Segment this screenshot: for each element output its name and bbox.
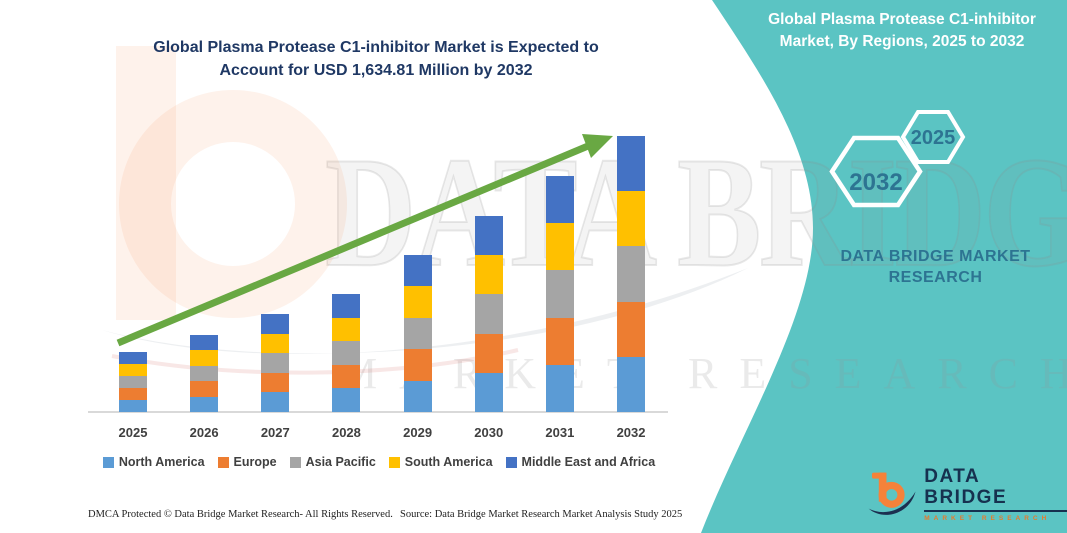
segment-asia-pacific-2027 [261, 353, 290, 373]
teal-panel-shape [701, 0, 1067, 533]
segment-middle-east-and-africa-2029 [403, 255, 432, 287]
company-logo-title: DATA BRIDGE [924, 466, 1067, 512]
panel-heading-line2: Market, By Regions, 2025 to 2032 [779, 33, 1025, 50]
segment-south-america-2028 [332, 317, 361, 342]
watermark-subtext: MARKET RESEARCH [338, 349, 1067, 398]
year-hexagons: 2025 2032 [829, 110, 966, 208]
segment-middle-east-and-africa-2027 [261, 314, 290, 334]
panel-brand-line1: DATA BRIDGE MARKET [840, 248, 1031, 265]
segment-north-america-2032 [617, 356, 646, 412]
x-label-2030: 2030 [474, 425, 504, 440]
x-label-2029: 2029 [403, 425, 433, 440]
panel-heading: Global Plasma Protease C1-inhibitor Mark… [747, 9, 1057, 53]
segment-north-america-2030 [474, 372, 503, 412]
chart-legend: North America Europe Asia Pacific South Ame… [88, 455, 670, 469]
hexagon-2025-label: 2025 [911, 127, 956, 149]
bar-2031 [545, 176, 574, 412]
bar-2027 [261, 314, 290, 412]
segment-south-america-2026 [190, 350, 219, 366]
segment-asia-pacific-2029 [403, 317, 432, 350]
x-label-2028: 2028 [331, 425, 361, 440]
segment-europe-2031 [545, 317, 574, 365]
bar-2025 [119, 352, 147, 412]
legend-item-europe: Europe [217, 455, 277, 469]
x-label-2025: 2025 [118, 425, 148, 440]
legend-item-south-america: South America [388, 455, 493, 469]
segment-asia-pacific-2026 [190, 365, 219, 382]
legend-label: Middle East and Africa [521, 455, 656, 469]
segment-europe-2032 [617, 301, 646, 357]
bar-2028 [332, 294, 361, 412]
footer-dmca-text: DMCA Protected © Data Bridge Market Rese… [88, 509, 393, 520]
bar-2026 [190, 335, 219, 412]
segment-north-america-2027 [261, 392, 290, 412]
bar-2030 [474, 216, 503, 412]
segment-middle-east-and-africa-2030 [474, 216, 503, 256]
segment-europe-2030 [474, 333, 503, 373]
page-title-line2: Account for USD 1,634.81 Million by 2032 [219, 62, 533, 79]
segment-asia-pacific-2028 [332, 341, 361, 365]
segment-north-america-2031 [545, 364, 574, 412]
page-title: Global Plasma Protease C1-inhibitor Mark… [90, 36, 662, 82]
legend-item-north-america: North America [102, 455, 205, 469]
segment-north-america-2026 [190, 396, 219, 412]
bar-2032 [617, 136, 646, 412]
segment-middle-east-and-africa-2026 [190, 335, 219, 351]
segment-south-america-2032 [617, 191, 646, 247]
x-label-2031: 2031 [545, 425, 575, 440]
segment-asia-pacific-2031 [545, 270, 574, 318]
legend-label: North America [118, 455, 205, 469]
legend-item-middle-east-and-africa: Middle East and Africa [505, 455, 656, 469]
segment-europe-2025 [119, 388, 147, 400]
hexagon-2025 [900, 110, 966, 164]
company-logo-icon [868, 472, 916, 515]
segment-south-america-2029 [403, 286, 432, 318]
segment-europe-2028 [332, 364, 361, 389]
segment-middle-east-and-africa-2025 [119, 352, 147, 364]
company-logo: DATA BRIDGE MARKET RESEARCH [866, 466, 1067, 522]
hexagon-2032-label: 2032 [849, 169, 902, 196]
segment-middle-east-and-africa-2031 [545, 176, 574, 224]
segment-south-america-2031 [545, 223, 574, 271]
company-logo-subtitle: MARKET RESEARCH [924, 515, 1051, 522]
legend-swatch-icon [102, 456, 114, 468]
legend-label: Asia Pacific [305, 455, 376, 469]
segment-europe-2026 [190, 381, 219, 397]
legend-swatch-icon [388, 456, 400, 468]
footer-source-text: Source: Data Bridge Market Research Mark… [400, 509, 683, 520]
segment-middle-east-and-africa-2028 [332, 294, 361, 318]
segment-south-america-2027 [261, 333, 290, 354]
segment-europe-2029 [403, 349, 432, 381]
legend-item-asia-pacific: Asia Pacific [289, 455, 376, 469]
company-logo-text: DATA BRIDGE MARKET RESEARCH [924, 466, 1067, 522]
watermark-logo-arc [111, 348, 519, 375]
x-label-2032: 2032 [616, 425, 646, 440]
segment-asia-pacific-2032 [617, 246, 646, 302]
x-label-2027: 2027 [260, 425, 290, 440]
page-title-line1: Global Plasma Protease C1-inhibitor Mark… [153, 39, 599, 56]
segment-europe-2027 [261, 372, 290, 393]
panel-brand-text: DATA BRIDGE MARKET RESEARCH [808, 246, 1063, 288]
segment-north-america-2028 [332, 388, 361, 412]
segment-asia-pacific-2025 [119, 376, 147, 388]
bar-2029 [403, 255, 432, 412]
segment-south-america-2030 [474, 255, 503, 295]
panel-brand-line2: RESEARCH [888, 269, 983, 286]
x-label-2026: 2026 [189, 425, 219, 440]
x-axis-line [88, 411, 668, 413]
segment-south-america-2025 [119, 364, 147, 376]
legend-label: South America [404, 455, 493, 469]
hexagon-2032 [829, 135, 923, 208]
segment-asia-pacific-2030 [474, 294, 503, 334]
legend-swatch-icon [505, 456, 517, 468]
legend-swatch-icon [289, 456, 301, 468]
segment-north-america-2025 [119, 400, 147, 412]
legend-label: Europe [233, 455, 277, 469]
segment-north-america-2029 [403, 380, 432, 412]
panel-heading-line1: Global Plasma Protease C1-inhibitor [768, 11, 1036, 28]
legend-swatch-icon [217, 456, 229, 468]
segment-middle-east-and-africa-2032 [617, 136, 646, 192]
